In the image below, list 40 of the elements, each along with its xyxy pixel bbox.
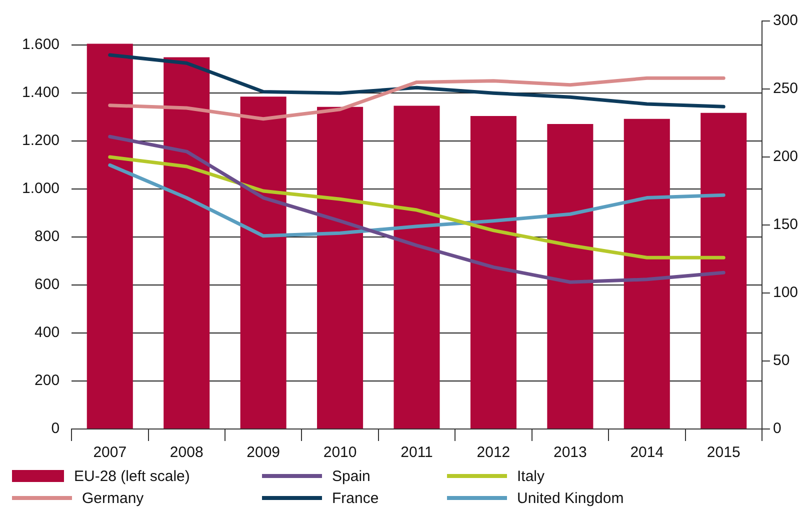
- x-tick-label: 2015: [706, 444, 740, 462]
- bar: [700, 112, 747, 428]
- bar: [317, 106, 364, 428]
- legend-label: France: [332, 490, 379, 506]
- bar: [547, 124, 594, 428]
- x-tick-label: 2013: [554, 444, 587, 462]
- y2-tick-label: 250: [772, 80, 798, 98]
- y2-tick-label: 0: [772, 420, 782, 438]
- bar: [86, 44, 133, 428]
- y2-tick-label: 100: [772, 284, 798, 302]
- y-tick-label: 800: [34, 228, 60, 246]
- y-tick-label: 0: [51, 420, 60, 438]
- x-tick-label: 2009: [246, 444, 280, 462]
- y-tick-label: 200: [34, 372, 60, 390]
- x-tick-label: 2010: [323, 444, 357, 462]
- bar: [624, 118, 670, 428]
- x-tick-label: 2007: [93, 444, 127, 462]
- y2-tick-label: 50: [772, 352, 790, 370]
- bar: [240, 96, 286, 428]
- legend-label: United Kingdom: [517, 490, 624, 506]
- y-tick-label: 600: [34, 276, 60, 294]
- x-tick-label: 2011: [400, 444, 433, 462]
- y2-tick-label: 150: [772, 216, 798, 234]
- bar: [394, 106, 440, 428]
- legend-label: Germany: [82, 490, 144, 506]
- x-tick-label: 2012: [476, 444, 510, 462]
- bar: [470, 116, 516, 428]
- y2-tick-label: 200: [772, 148, 798, 166]
- y-tick-label: 1.600: [22, 36, 60, 54]
- legend-label: Spain: [332, 468, 370, 484]
- x-tick-label: 2008: [170, 444, 204, 462]
- bar: [164, 57, 210, 428]
- y-tick-label: 1.400: [22, 84, 60, 102]
- x-tick-label: 2014: [630, 444, 664, 462]
- legend-label: EU-28 (left scale): [74, 468, 190, 484]
- y2-tick-label: 300: [772, 12, 798, 30]
- legend-label: Italy: [517, 468, 545, 484]
- y-tick-label: 1.000: [22, 180, 60, 198]
- y-tick-label: 1.200: [22, 132, 60, 150]
- y-tick-label: 400: [34, 324, 60, 342]
